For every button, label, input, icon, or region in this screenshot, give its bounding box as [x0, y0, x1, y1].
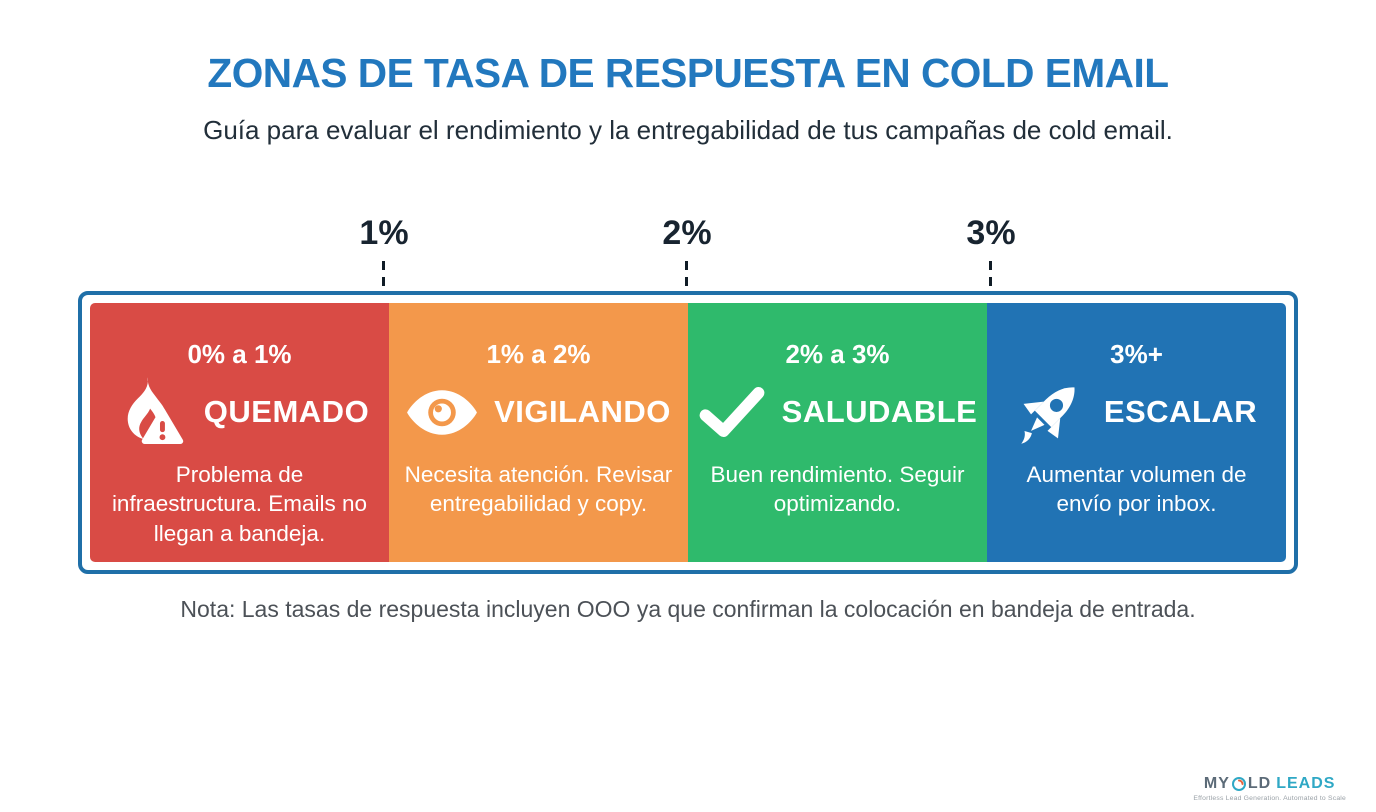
zone-escalar: 3%+ ESCALAR Aument — [987, 303, 1286, 562]
page-title: ZONAS DE TASA DE RESPUESTA EN COLD EMAIL — [207, 50, 1169, 96]
axis-marker-2pct: 2% — [662, 214, 712, 252]
response-rate-band: 0% a 1% QUEMADO Problema de infraestruct… — [78, 291, 1298, 574]
zone-range-label: 0% a 1% — [187, 339, 292, 369]
zone-description: Buen rendimiento. Seguir optimizando. — [710, 462, 965, 517]
zone-description: Aumentar volumen de envío por inbox. — [1026, 462, 1247, 517]
logo-tagline: Effortless Lead Generation. Automated to… — [1193, 795, 1346, 802]
zone-range-label: 2% a 3% — [785, 339, 890, 369]
zones-strip: 0% a 1% QUEMADO Problema de infraestruct… — [90, 303, 1286, 562]
logo-cold-o-icon — [1231, 776, 1247, 792]
zone-title: VIGILANDO — [494, 394, 671, 429]
zone-range-label: 1% a 2% — [486, 339, 591, 369]
zone-saludable: 2% a 3% SALUDABLE Buen rendimiento. Segu… — [688, 303, 987, 562]
zone-title: QUEMADO — [203, 394, 370, 429]
logo-text-leads: LEADS — [1276, 775, 1336, 792]
zone-description: Necesita atención. Revisar entregabilida… — [404, 462, 673, 517]
zone-title: SALUDABLE — [781, 394, 978, 429]
zone-range-label: 3%+ — [1110, 339, 1163, 369]
footnote: Nota: Las tasas de respuesta incluyen OO… — [180, 596, 1196, 622]
brand-logo: MY LD LEADS Effortless Lead Generation. … — [1193, 775, 1346, 802]
eye-icon — [406, 388, 478, 437]
zone-title: ESCALAR — [1103, 394, 1258, 429]
rocket-icon — [1016, 376, 1088, 448]
axis-marker-1pct: 1% — [359, 214, 409, 252]
check-icon — [698, 385, 766, 439]
axis-marker-3pct: 3% — [966, 214, 1016, 252]
page-subtitle: Guía para evaluar el rendimiento y la en… — [203, 115, 1173, 145]
fire-warning-icon — [110, 375, 188, 449]
zone-quemado: 0% a 1% QUEMADO Problema de infraestruct… — [90, 303, 389, 562]
logo-text-ld: LD — [1247, 775, 1272, 792]
zone-description: Problema de infraestructura. Emails no l… — [111, 462, 368, 546]
logo-text-my: MY — [1203, 775, 1230, 792]
zone-vigilando: 1% a 2% VIGILANDO Necesita atención. Rev… — [389, 303, 688, 562]
